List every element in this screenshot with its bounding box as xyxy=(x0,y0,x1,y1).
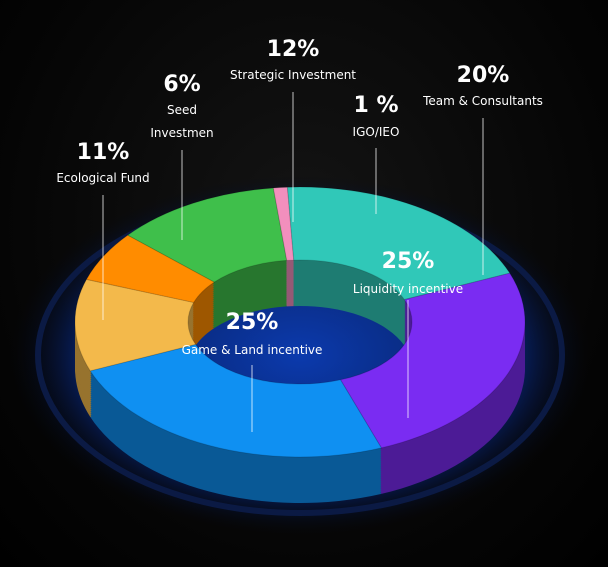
segment xyxy=(85,234,216,303)
segment xyxy=(272,186,295,261)
segment xyxy=(74,278,197,372)
value-label: 1 % xyxy=(353,93,399,118)
category-label: Liquidity incentive xyxy=(352,282,464,296)
value-label: 11% xyxy=(76,140,130,165)
category-label: Game & Land incentive xyxy=(181,343,323,357)
category-label: Ecological Fund xyxy=(56,171,150,185)
category-label: Strategic Investment xyxy=(229,68,357,82)
value-label: 25% xyxy=(225,310,279,335)
segment xyxy=(126,187,288,283)
segment xyxy=(286,186,511,301)
value-label: 25% xyxy=(381,249,435,274)
category-label: Team & Consultants xyxy=(423,94,543,108)
segment xyxy=(339,272,526,449)
category-label: Seed Investmen xyxy=(150,103,214,140)
value-label: 20% xyxy=(456,63,510,88)
value-label: 12% xyxy=(266,37,320,62)
value-label: 6% xyxy=(163,72,201,97)
category-label: IGO/IEO xyxy=(352,125,400,139)
segment xyxy=(89,343,383,458)
